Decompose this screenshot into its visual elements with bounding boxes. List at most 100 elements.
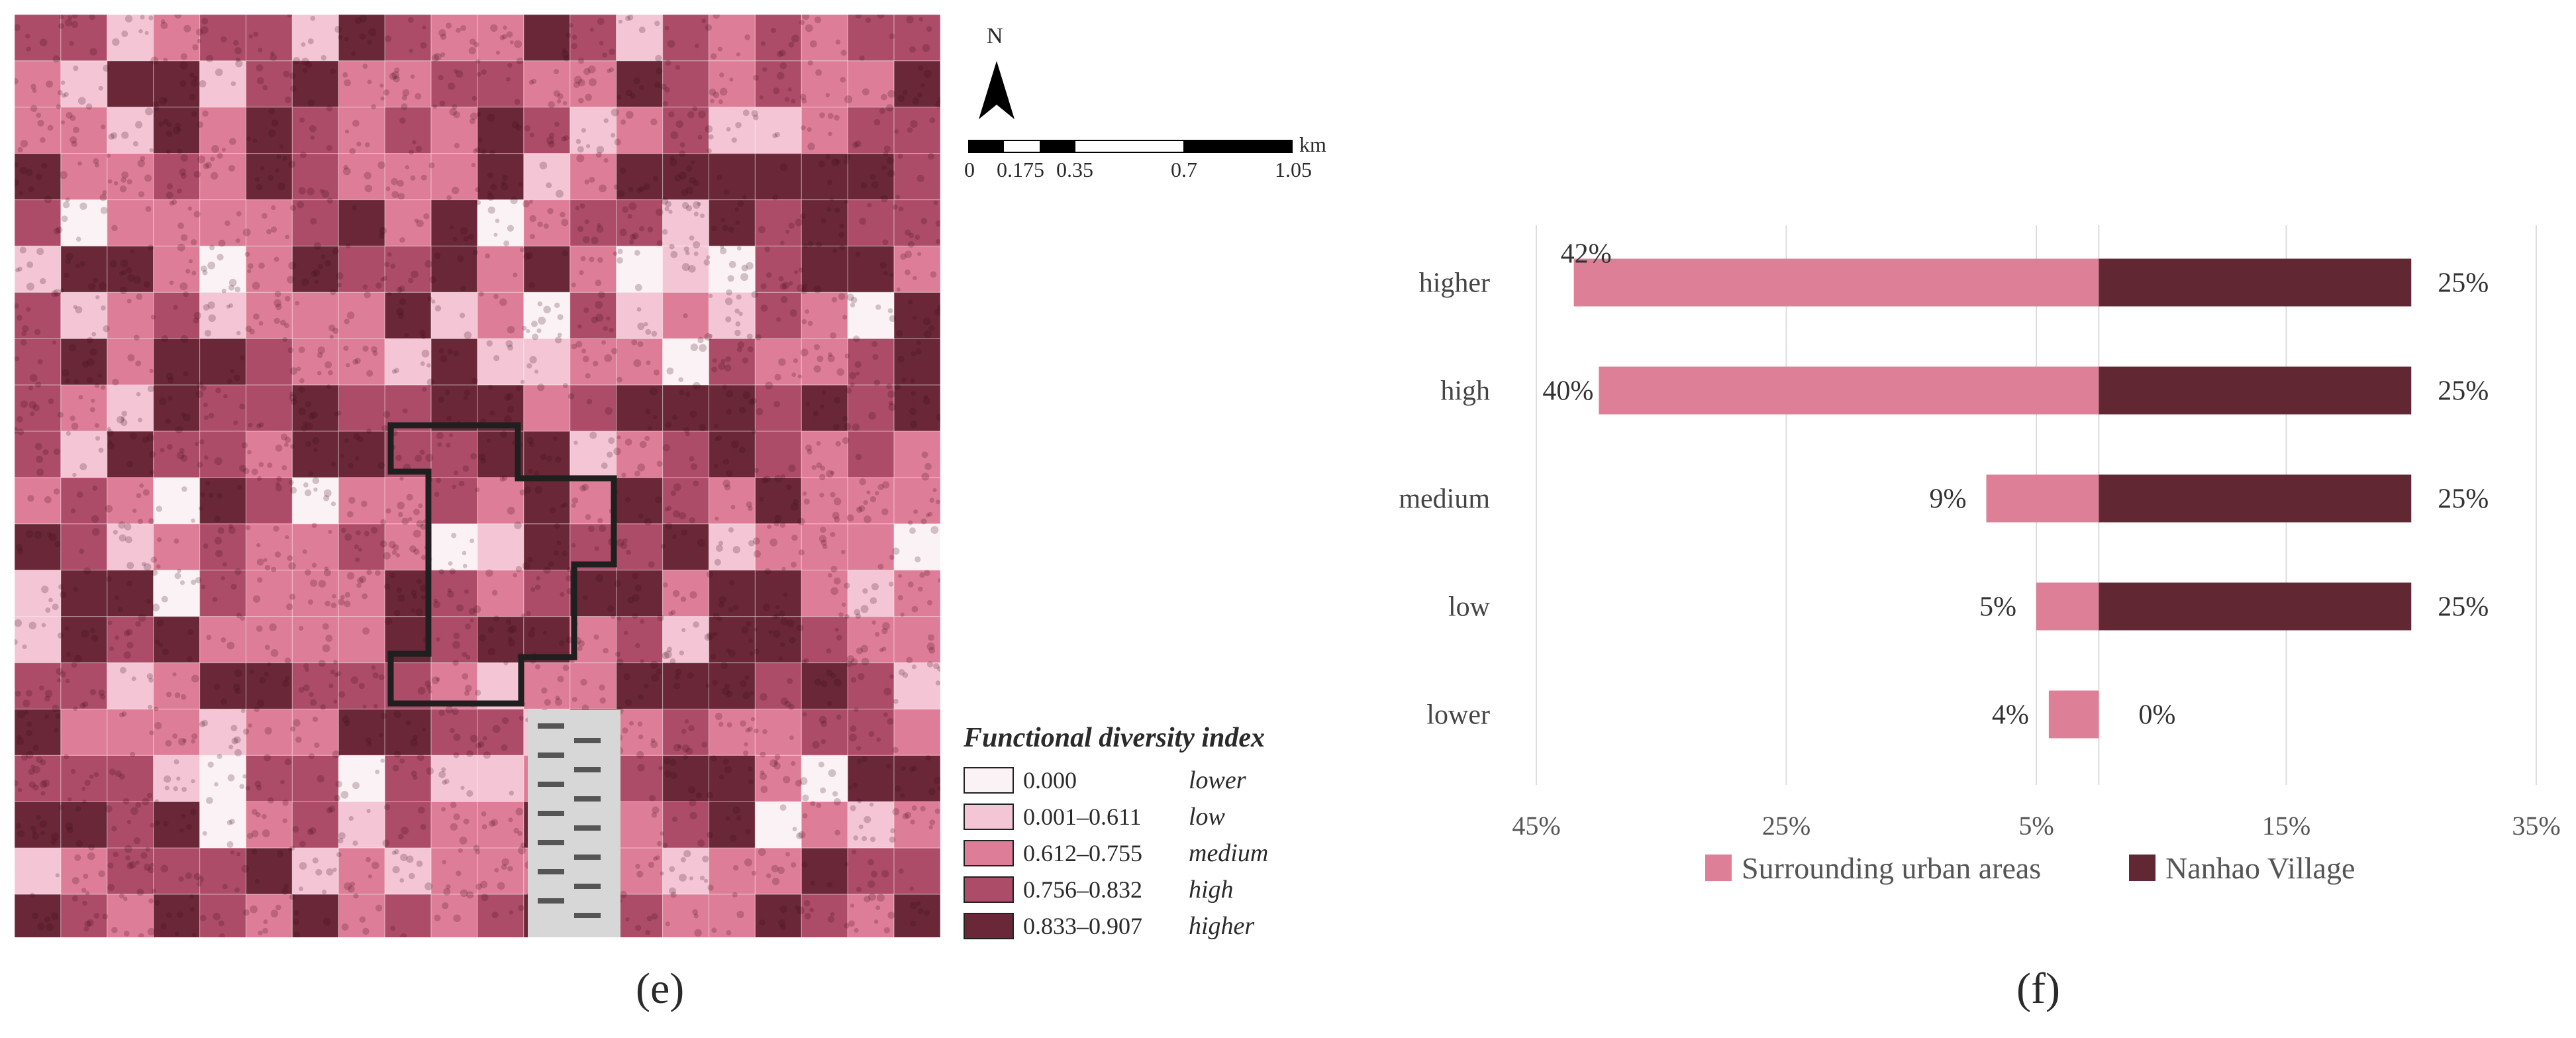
map-building-mark	[364, 172, 372, 180]
map-building-mark	[633, 77, 640, 85]
map-building-mark	[925, 754, 931, 761]
map-grid-cell	[430, 616, 478, 664]
map-building-mark	[836, 714, 842, 720]
map-building-mark	[433, 598, 438, 603]
map-building-mark	[664, 770, 671, 778]
map-grid-cell	[430, 847, 478, 895]
map-building-mark	[279, 144, 284, 149]
map-building-mark	[302, 68, 307, 73]
map-building-mark	[937, 786, 940, 791]
map-building-mark	[555, 696, 560, 701]
map-building-mark	[693, 913, 699, 919]
map-building-mark	[687, 672, 694, 679]
map-building-mark	[65, 19, 72, 26]
map-building-mark	[924, 570, 930, 576]
map-building-mark	[248, 423, 253, 428]
map-building-mark	[764, 246, 770, 252]
map-building-mark	[69, 344, 76, 352]
map-building-mark	[179, 828, 184, 833]
map-building-mark	[211, 144, 219, 153]
map-building-mark	[717, 46, 722, 52]
map-building-mark	[180, 335, 189, 343]
map-building-mark	[929, 497, 934, 503]
map-building-mark	[730, 835, 736, 842]
map-building-mark	[801, 98, 807, 104]
legend-range: 0.612–0.755	[1023, 839, 1142, 866]
map-building-mark	[36, 815, 41, 820]
map-building-mark	[60, 591, 67, 598]
map-building-mark	[126, 629, 133, 636]
map-building-mark	[574, 884, 601, 889]
map-building-mark	[15, 303, 19, 309]
map-building-mark	[856, 647, 863, 654]
map-building-mark	[663, 582, 668, 588]
map-building-mark	[344, 79, 351, 87]
map-grid-cell	[15, 662, 62, 710]
map-building-mark	[156, 564, 161, 569]
map-building-mark	[147, 927, 156, 936]
map-building-mark	[375, 282, 382, 289]
map-grid-cell	[847, 245, 895, 293]
map-building-mark	[491, 819, 499, 826]
map-building-mark	[617, 190, 624, 197]
map-building-mark	[121, 131, 129, 139]
map-building-mark	[745, 829, 751, 835]
map-grid-cell	[570, 107, 617, 154]
map-building-mark	[15, 427, 19, 434]
map-grid-cell	[801, 15, 848, 62]
map-building-mark	[340, 527, 346, 533]
map-building-mark	[701, 741, 707, 748]
map-building-mark	[195, 28, 203, 36]
map-building-mark	[332, 248, 339, 255]
map-building-mark	[848, 920, 855, 927]
map-building-mark	[109, 260, 117, 268]
map-building-mark	[865, 17, 871, 23]
map-building-mark	[506, 31, 513, 38]
map-building-mark	[799, 777, 808, 785]
map-building-mark	[508, 817, 513, 823]
map-building-mark	[293, 719, 301, 727]
map-building-mark	[644, 518, 652, 526]
map-building-mark	[860, 182, 867, 189]
map-building-mark	[202, 110, 209, 117]
map-building-mark	[28, 768, 35, 776]
map-building-mark	[672, 415, 677, 421]
map-building-mark	[894, 129, 899, 134]
map-building-mark	[571, 43, 577, 50]
map-building-mark	[711, 755, 717, 762]
map-grid-cell	[107, 60, 154, 108]
map-building-mark	[705, 684, 710, 688]
map-building-mark	[391, 850, 397, 855]
map-building-mark	[126, 460, 134, 468]
map-building-mark	[112, 378, 119, 386]
map-building-mark	[689, 410, 697, 418]
map-building-mark	[871, 181, 879, 189]
data-label-nanhao: 25%	[2438, 592, 2489, 623]
map-building-mark	[93, 772, 99, 778]
map-building-mark	[697, 201, 701, 206]
map-building-mark	[336, 852, 342, 858]
map-grid-cell	[338, 384, 385, 432]
map-building-mark	[198, 506, 203, 511]
map-building-mark	[313, 447, 318, 452]
map-building-mark	[19, 166, 27, 174]
map-building-mark	[275, 904, 281, 911]
map-building-mark	[807, 127, 812, 132]
map-building-mark	[395, 553, 401, 558]
map-building-mark	[28, 781, 36, 788]
data-label-nanhao: 0%	[2138, 700, 2175, 731]
map-building-mark	[341, 923, 349, 931]
map-building-mark	[693, 180, 699, 187]
map-building-mark	[529, 215, 536, 223]
map-building-mark	[507, 507, 515, 515]
map-building-mark	[177, 911, 183, 918]
map-building-mark	[328, 684, 334, 688]
map-building-mark	[135, 802, 142, 808]
map-building-mark	[609, 48, 616, 55]
map-building-mark	[893, 698, 899, 704]
map-building-mark	[271, 566, 277, 572]
map-grid-cell	[477, 847, 524, 895]
map-building-mark	[32, 404, 40, 411]
map-building-mark	[420, 523, 427, 530]
map-building-mark	[546, 182, 552, 189]
